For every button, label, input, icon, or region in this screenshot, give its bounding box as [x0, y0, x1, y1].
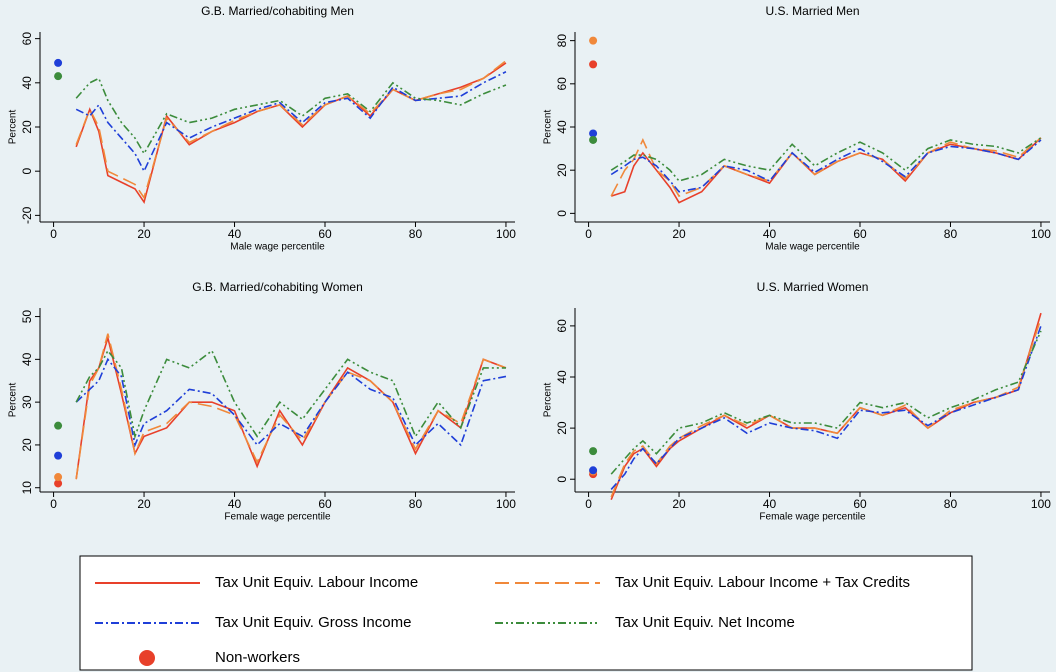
y-tick-label: 0: [20, 168, 34, 175]
y-tick-label: 20: [555, 421, 569, 435]
y-tick-label: 20: [20, 438, 34, 452]
x-tick-label: 60: [318, 497, 332, 511]
y-tick-label: 40: [20, 352, 34, 366]
nonworker-dot: [589, 36, 598, 45]
series-line: [75, 77, 507, 156]
x-tick-label: 40: [228, 497, 242, 511]
x-tick-label: 0: [50, 227, 57, 241]
legend-label: Tax Unit Equiv. Gross Income: [215, 614, 411, 631]
nonworker-dot: [589, 466, 598, 475]
x-tick-label: 100: [1031, 227, 1051, 241]
x-tick-label: 60: [318, 227, 332, 241]
chart-title: U.S. Married Women: [757, 280, 869, 294]
y-tick-label: 40: [20, 76, 34, 90]
x-tick-label: 100: [1031, 497, 1051, 511]
y-axis-label: Percent: [543, 110, 554, 145]
nonworker-dot: [54, 421, 63, 430]
series-line: [610, 137, 1042, 182]
y-tick-label: 60: [20, 32, 34, 46]
x-tick-label: 40: [763, 227, 777, 241]
y-tick-label: 40: [555, 120, 569, 134]
x-axis-label: Female wage percentile: [759, 512, 866, 523]
y-tick-label: 40: [555, 370, 569, 384]
legend-box: [79, 555, 973, 671]
chart-title: G.B. Married/cohabiting Women: [192, 280, 363, 294]
series-line: [610, 139, 1042, 193]
y-tick-label: 20: [555, 163, 569, 177]
nonworker-dot: [54, 451, 63, 460]
nonworker-dot: [589, 447, 598, 456]
y-axis-label: Percent: [543, 383, 554, 418]
series-line: [75, 334, 507, 480]
x-tick-label: 80: [944, 497, 958, 511]
x-tick-label: 80: [409, 227, 423, 241]
x-axis-label: Male wage percentile: [765, 242, 860, 253]
x-tick-label: 0: [585, 497, 592, 511]
legend-label: Non-workers: [215, 649, 300, 666]
x-tick-label: 60: [853, 497, 867, 511]
x-tick-label: 20: [672, 227, 686, 241]
legend-label: Tax Unit Equiv. Labour Income + Tax Cred…: [615, 574, 910, 591]
legend-label: Tax Unit Equiv. Labour Income: [215, 574, 418, 591]
y-tick-label: 10: [20, 481, 34, 495]
x-tick-label: 0: [50, 497, 57, 511]
x-axis-label: Male wage percentile: [230, 242, 325, 253]
y-tick-label: 60: [555, 319, 569, 333]
nonworker-dot: [54, 479, 63, 488]
legend-swatch: [139, 650, 155, 666]
y-tick-label: 0: [555, 210, 569, 217]
y-tick-label: 50: [20, 310, 34, 324]
nonworker-dot: [54, 72, 63, 81]
series-line: [75, 349, 506, 440]
y-tick-label: -20: [20, 206, 34, 224]
nonworker-dot: [589, 129, 598, 138]
y-tick-label: 60: [555, 77, 569, 91]
x-tick-label: 20: [672, 497, 686, 511]
y-axis-label: Percent: [8, 383, 19, 418]
x-tick-label: 40: [228, 227, 242, 241]
x-axis-label: Female wage percentile: [224, 512, 331, 523]
y-tick-label: 0: [555, 476, 569, 483]
nonworker-dot: [589, 60, 598, 69]
series-line: [75, 60, 507, 200]
x-tick-label: 60: [853, 227, 867, 241]
x-tick-label: 40: [763, 497, 777, 511]
series-line: [610, 330, 1042, 475]
nonworker-dot: [54, 58, 63, 67]
y-tick-label: 30: [20, 395, 34, 409]
x-tick-label: 0: [585, 227, 592, 241]
x-tick-label: 100: [496, 227, 516, 241]
y-axis-label: Percent: [8, 110, 19, 145]
nonworker-dot: [589, 135, 598, 144]
x-tick-label: 80: [409, 497, 423, 511]
y-tick-label: 80: [555, 34, 569, 48]
chart-title: G.B. Married/cohabiting Men: [201, 4, 354, 18]
series-line: [75, 357, 507, 448]
x-tick-label: 80: [944, 227, 958, 241]
x-tick-label: 20: [137, 227, 151, 241]
y-tick-label: 20: [20, 120, 34, 134]
x-tick-label: 100: [496, 497, 516, 511]
nonworker-dot: [54, 473, 63, 482]
series-line: [610, 325, 1042, 490]
chart-title: U.S. Married Men: [765, 4, 859, 18]
legend-label: Tax Unit Equiv. Net Income: [615, 614, 795, 631]
x-tick-label: 20: [137, 497, 151, 511]
